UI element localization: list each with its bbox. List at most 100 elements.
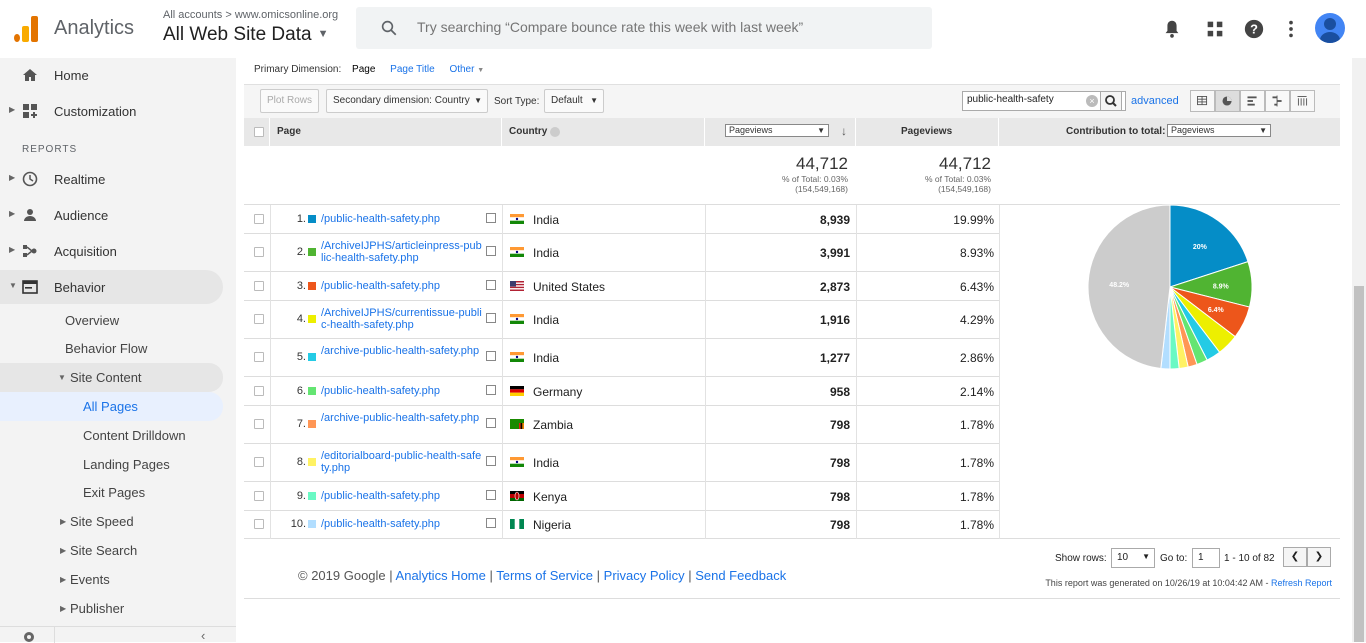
row-checkbox[interactable] [254,519,264,529]
page-scrollbar[interactable] [1352,58,1366,642]
account-breadcrumb[interactable]: All accounts > www.omicsonline.org [163,9,339,21]
row-checkbox[interactable] [254,281,264,291]
row-checkbox[interactable] [254,214,264,224]
nav-audience[interactable]: ▶ Audience [0,198,223,232]
nav-home[interactable]: Home [0,58,223,92]
page-link[interactable]: /archive-public-health-safety.php [321,345,480,357]
clear-filter-icon[interactable]: × [1086,95,1098,107]
external-link-icon[interactable] [486,456,496,466]
page-link[interactable]: /ArchiveIJPHS/articleinpress-public-heal… [321,240,482,264]
collapse-arrow-icon: ▼ [9,281,17,290]
prev-page-button[interactable]: ❮ [1283,547,1307,567]
more-vert-icon[interactable] [1280,18,1302,40]
footer-link-privacy[interactable]: Privacy Policy [603,568,685,583]
show-rows-select[interactable]: 10 ▼ [1111,548,1155,568]
contribution-select[interactable]: Pageviews ▼ [1167,124,1271,137]
select-all-checkbox[interactable] [254,127,264,137]
primary-dimension-other[interactable]: Other ▼ [449,64,484,75]
nav-landing-pages[interactable]: Landing Pages [0,450,223,479]
row-checkbox[interactable] [254,314,264,324]
pie-slice[interactable] [1087,204,1171,370]
filter-search-button[interactable] [1100,91,1122,111]
nav-exit-pages[interactable]: Exit Pages [0,478,223,507]
external-link-icon[interactable] [486,280,496,290]
nav-site-speed[interactable]: ▶ Site Speed [0,507,223,536]
page-link[interactable]: /public-health-safety.php [321,518,441,530]
nav-site-search[interactable]: ▶ Site Search [0,536,223,565]
apps-grid-icon[interactable] [1204,18,1226,40]
search-input[interactable] [417,19,917,35]
row-checkbox[interactable] [254,457,264,467]
help-icon[interactable]: ? [1243,18,1265,40]
external-link-icon[interactable] [486,418,496,428]
account-avatar[interactable] [1315,13,1345,43]
row-checkbox[interactable] [254,352,264,362]
metric-select[interactable]: Pageviews ▼ [725,124,829,137]
nav-content-drilldown[interactable]: Content Drilldown [0,421,223,450]
nav-label: Publisher [70,601,125,616]
refresh-report-link[interactable]: Refresh Report [1270,578,1332,588]
nav-acquisition[interactable]: ▶ Acquisition [0,234,223,268]
comparison-view-icon[interactable] [1265,90,1290,112]
next-page-button[interactable]: ❯ [1307,547,1331,567]
nav-site-content[interactable]: ▼ Site Content [0,363,223,392]
external-link-icon[interactable] [486,313,496,323]
performance-view-icon[interactable] [1240,90,1265,112]
page-link[interactable]: /archive-public-health-safety.php [321,412,480,424]
table-filter-input[interactable]: public-health-safety [962,91,1126,111]
nav-behavior[interactable]: ▼ Behavior [0,270,223,304]
row-checkbox[interactable] [254,419,264,429]
row-checkbox[interactable] [254,247,264,257]
nav-behavior-flow[interactable]: Behavior Flow [0,334,223,363]
nav-publisher[interactable]: ▶ Publisher [0,594,223,623]
external-link-icon[interactable] [486,213,496,223]
header-pageviews: Pageviews [856,118,999,146]
header-page[interactable]: Page [270,118,502,146]
header-metric[interactable]: Pageviews ▼ ↓ [705,118,856,146]
pie-slice-label: 8.9% [1213,283,1230,290]
row-checkbox[interactable] [254,491,264,501]
plot-rows-button[interactable]: Plot Rows [260,89,320,113]
sort-type-select[interactable]: Default ▼ [544,89,604,113]
secondary-dimension-select[interactable]: Secondary dimension: Country ▼ [326,89,488,113]
nav-all-pages[interactable]: All Pages [0,392,223,421]
header-select-all[interactable] [244,118,270,146]
page-link[interactable]: /editorialboard-public-health-safety.php [321,450,482,474]
analytics-logo[interactable] [14,16,38,42]
page-link[interactable]: /public-health-safety.php [321,385,441,397]
nav-events[interactable]: ▶ Events [0,565,223,594]
footer-link-analytics-home[interactable]: Analytics Home [395,568,486,583]
remove-dimension-icon[interactable] [550,127,560,137]
collapse-sidebar-icon[interactable]: ‹ [201,628,206,643]
page-link[interactable]: /public-health-safety.php [321,490,441,502]
external-link-icon[interactable] [486,385,496,395]
goto-input[interactable]: 1 [1192,548,1220,568]
external-link-icon[interactable] [486,518,496,528]
notifications-icon[interactable] [1161,18,1183,40]
row-checkbox[interactable] [254,386,264,396]
gear-icon[interactable] [22,630,36,642]
primary-dimension-page[interactable]: Page [352,64,376,75]
scroll-thumb[interactable] [1354,286,1364,642]
table-view-icon[interactable] [1190,90,1215,112]
advanced-filter-link[interactable]: advanced [1131,95,1179,107]
sort-desc-icon[interactable]: ↓ [841,124,847,138]
nav-realtime[interactable]: ▶ Realtime [0,162,223,196]
nav-customization[interactable]: ▶ Customization [0,94,223,128]
pivot-view-icon[interactable] [1290,90,1315,112]
page-link[interactable]: /public-health-safety.php [321,213,441,225]
primary-dimension-page-title[interactable]: Page Title [390,64,435,75]
external-link-icon[interactable] [486,351,496,361]
footer-link-terms[interactable]: Terms of Service [496,568,594,583]
external-link-icon[interactable] [486,246,496,256]
header-country[interactable]: Country [502,118,705,146]
external-link-icon[interactable] [486,490,496,500]
nav-overview[interactable]: Overview [0,306,223,335]
footer-link-feedback[interactable]: Send Feedback [695,568,787,583]
page-link[interactable]: /ArchiveIJPHS/currentissue-public-health… [321,307,482,331]
view-selector[interactable]: All Web Site Data ▼ [163,24,328,46]
pie-slice[interactable] [1169,204,1249,288]
page-link[interactable]: /public-health-safety.php [321,280,441,292]
search-box[interactable] [356,7,932,49]
pie-view-icon[interactable] [1215,90,1240,112]
